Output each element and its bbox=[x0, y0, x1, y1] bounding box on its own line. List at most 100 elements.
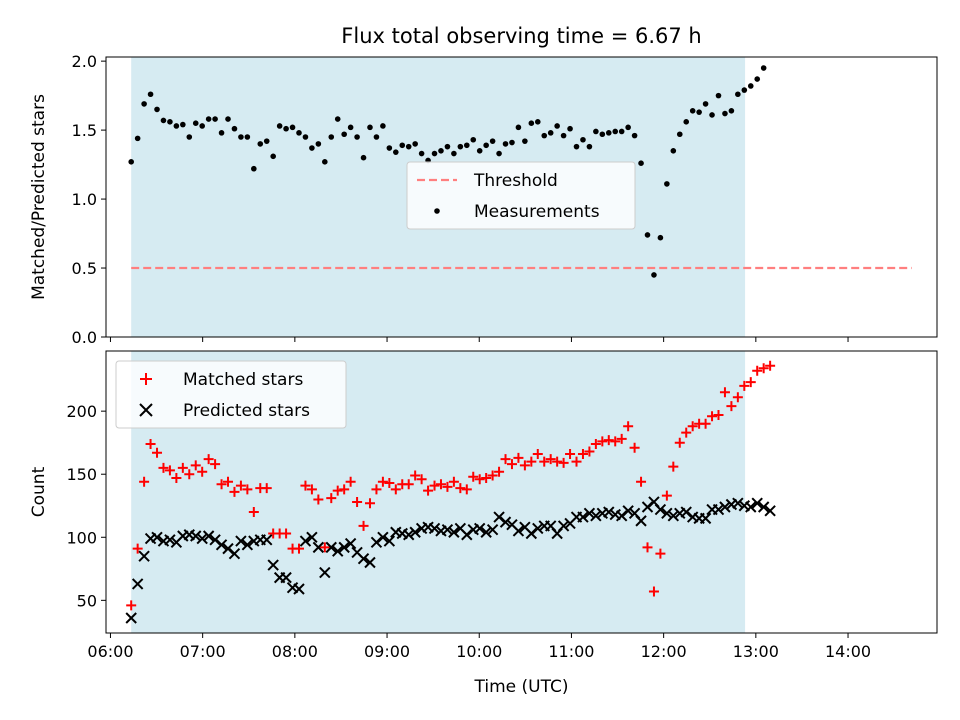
measurement-point bbox=[270, 153, 276, 160]
bottom-xlabel: Time (UTC) bbox=[474, 677, 569, 697]
top-legend-box bbox=[406, 161, 636, 230]
matched-star-point bbox=[132, 543, 143, 554]
matched-star-point bbox=[177, 462, 188, 473]
matched-star-point bbox=[145, 438, 156, 449]
measurement-point bbox=[631, 132, 638, 139]
predicted-star-point bbox=[293, 583, 305, 595]
measurement-point bbox=[431, 150, 438, 157]
matched-star-point bbox=[513, 452, 524, 463]
predicted-star-point bbox=[654, 503, 667, 516]
measurement-point bbox=[547, 130, 554, 136]
chart-title: Flux total observing time = 6.67 h bbox=[341, 24, 701, 48]
measurement-point bbox=[496, 150, 502, 157]
matched-star-point bbox=[339, 484, 350, 495]
measurement-point bbox=[522, 138, 528, 144]
matched-star-point bbox=[494, 466, 505, 477]
legend-predicted-swatch bbox=[139, 403, 153, 417]
measurement-point bbox=[141, 101, 147, 107]
matched-star-point bbox=[410, 470, 421, 481]
measurement-point bbox=[567, 125, 573, 132]
matched-star-point bbox=[352, 496, 363, 507]
matched-star-point bbox=[506, 459, 517, 470]
bottom-legend-box bbox=[115, 360, 347, 429]
measurement-point bbox=[605, 130, 612, 136]
matched-star-point bbox=[752, 365, 763, 376]
measurement-point bbox=[328, 134, 335, 140]
top-ytick-label: 2.0 bbox=[72, 52, 97, 71]
measurement-point bbox=[683, 119, 690, 125]
predicted-star-point bbox=[215, 539, 228, 551]
measurement-point bbox=[696, 109, 702, 115]
measurement-point bbox=[341, 131, 347, 138]
predicted-star-point bbox=[699, 512, 712, 525]
measurement-point bbox=[257, 141, 264, 147]
top-axes: 0.0 0.5 1.0 1.5 2.0 Matched/Predicted stars bbox=[29, 52, 938, 347]
bottom-xtick-label: 06:00 bbox=[87, 642, 133, 661]
measurement-point bbox=[651, 272, 657, 278]
bottom-xtick-label: 12:00 bbox=[641, 642, 687, 661]
matched-star-point bbox=[461, 484, 472, 495]
measurement-point bbox=[638, 160, 644, 167]
measurement-point bbox=[625, 124, 631, 131]
matched-star-point bbox=[455, 483, 466, 494]
matched-star-point bbox=[500, 454, 511, 465]
measurement-point bbox=[470, 136, 477, 143]
predicted-star-point bbox=[377, 531, 389, 543]
predicted-star-point bbox=[764, 505, 776, 517]
predicted-star-point bbox=[751, 497, 763, 509]
matched-star-point bbox=[306, 484, 317, 495]
predicted-star-point bbox=[486, 524, 499, 536]
measurement-point bbox=[322, 159, 328, 165]
predicted-star-point bbox=[312, 541, 325, 554]
measurement-point bbox=[173, 123, 180, 129]
legend-predicted-label: Predicted stars bbox=[183, 401, 310, 421]
measurement-point bbox=[509, 139, 515, 146]
predicted-star-point bbox=[241, 539, 254, 551]
predicted-star-point bbox=[151, 531, 163, 543]
matched-star-point bbox=[423, 485, 434, 496]
matched-star-point bbox=[519, 460, 530, 471]
measurement-point bbox=[412, 141, 418, 147]
measurement-point bbox=[192, 120, 199, 127]
matched-star-point bbox=[216, 479, 227, 490]
predicted-star-point bbox=[364, 556, 376, 569]
measurement-point bbox=[754, 76, 761, 82]
matched-star-point bbox=[642, 542, 653, 553]
measurement-point bbox=[251, 165, 257, 172]
matched-star-point bbox=[158, 462, 169, 473]
measurement-point bbox=[554, 123, 560, 129]
matched-star-point bbox=[629, 442, 640, 453]
bottom-xtick-label: 09:00 bbox=[364, 642, 410, 661]
predicted-star-point bbox=[228, 547, 241, 560]
predicted-star-point bbox=[202, 530, 215, 542]
measurement-point bbox=[283, 125, 289, 132]
predicted-star-point bbox=[577, 511, 589, 523]
legend-threshold-label: Threshold bbox=[473, 171, 558, 191]
bottom-ylabel: Count bbox=[29, 466, 49, 517]
top-ytick-label: 0.0 bbox=[72, 328, 97, 347]
measurement-point bbox=[367, 124, 373, 131]
top-ylabel: Matched/Predicted stars bbox=[29, 94, 49, 300]
predicted-star-point bbox=[125, 612, 137, 624]
matched-star-point bbox=[552, 456, 563, 467]
matched-star-point bbox=[390, 484, 401, 495]
measurement-point bbox=[586, 143, 593, 150]
measurement-point bbox=[438, 147, 444, 154]
measurement-point bbox=[405, 143, 412, 150]
matched-star-point bbox=[565, 449, 576, 460]
matched-star-point bbox=[674, 437, 685, 448]
predicted-star-point bbox=[499, 516, 512, 528]
measurement-point bbox=[289, 124, 296, 131]
matched-star-point bbox=[655, 548, 666, 559]
top-panel: 0.0 0.5 1.0 1.5 2.0 Matched/Predicted stars T… bbox=[29, 52, 938, 347]
matched-star-point bbox=[571, 456, 582, 467]
measurement-point bbox=[457, 143, 464, 150]
matched-star-point bbox=[590, 438, 601, 449]
measurement-point bbox=[309, 145, 315, 151]
matched-star-point bbox=[229, 486, 240, 497]
measurement-point bbox=[205, 116, 212, 122]
matched-star-point bbox=[636, 476, 647, 487]
predicted-star-point bbox=[745, 501, 757, 513]
measurement-point bbox=[612, 128, 619, 135]
predicted-star-point bbox=[383, 535, 396, 547]
